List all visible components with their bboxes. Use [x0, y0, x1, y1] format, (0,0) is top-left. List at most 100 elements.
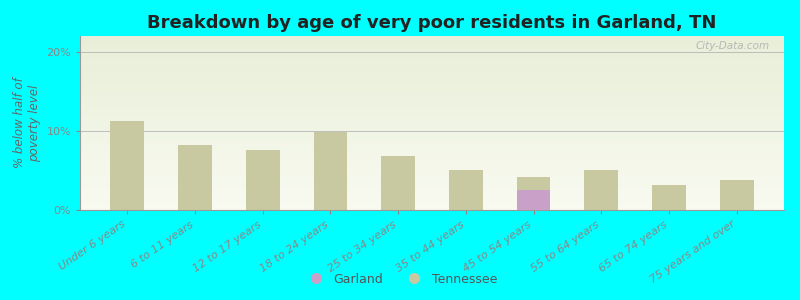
Bar — [720, 180, 754, 210]
Bar — [80, 112, 784, 114]
Bar — [80, 52, 784, 53]
Bar — [80, 170, 784, 172]
Bar — [80, 99, 784, 100]
Bar — [80, 135, 784, 137]
Bar — [80, 102, 784, 104]
Bar — [80, 88, 784, 90]
Bar — [80, 128, 784, 130]
Bar — [652, 185, 686, 210]
Bar — [80, 40, 784, 41]
Bar — [80, 95, 784, 97]
Bar — [80, 104, 784, 106]
Bar — [80, 60, 784, 62]
Bar — [80, 208, 784, 210]
Bar — [80, 36, 784, 38]
Bar — [246, 150, 280, 210]
Bar — [80, 161, 784, 163]
Bar — [80, 38, 784, 40]
Bar — [80, 71, 784, 73]
Bar — [80, 114, 784, 116]
Bar — [80, 168, 784, 170]
Bar — [80, 107, 784, 109]
Bar — [80, 196, 784, 198]
Bar — [80, 121, 784, 123]
Bar — [80, 118, 784, 119]
Bar — [80, 184, 784, 186]
Bar — [80, 179, 784, 180]
Bar — [80, 189, 784, 191]
Bar — [382, 156, 415, 210]
Bar — [80, 163, 784, 165]
Bar — [80, 45, 784, 46]
Bar — [80, 90, 784, 92]
Bar — [80, 119, 784, 121]
Bar — [80, 100, 784, 102]
Bar — [80, 57, 784, 58]
Bar — [80, 55, 784, 57]
Bar — [80, 134, 784, 135]
Bar — [80, 200, 784, 201]
Bar — [80, 201, 784, 203]
Bar — [80, 191, 784, 193]
Bar — [80, 146, 784, 147]
Bar — [80, 116, 784, 118]
Bar — [80, 62, 784, 64]
Bar — [80, 147, 784, 149]
Bar — [110, 122, 144, 210]
Bar — [80, 158, 784, 160]
Bar — [80, 123, 784, 125]
Bar — [80, 74, 784, 76]
Bar — [80, 198, 784, 200]
Bar — [80, 85, 784, 86]
Bar — [80, 139, 784, 140]
Bar — [80, 111, 784, 112]
Bar — [80, 69, 784, 71]
Bar — [584, 170, 618, 210]
Text: City-Data.com: City-Data.com — [696, 41, 770, 51]
Bar — [80, 125, 784, 127]
Bar — [80, 177, 784, 179]
Bar — [80, 66, 784, 67]
Bar — [80, 180, 784, 182]
Bar — [80, 132, 784, 134]
Bar — [314, 133, 347, 210]
Bar — [80, 205, 784, 206]
Bar — [178, 145, 212, 210]
Bar — [80, 83, 784, 85]
Bar — [80, 58, 784, 60]
Bar — [80, 67, 784, 69]
Bar — [80, 130, 784, 132]
Bar — [80, 80, 784, 81]
Bar — [80, 182, 784, 184]
Bar — [80, 106, 784, 107]
Bar — [80, 73, 784, 74]
Bar — [80, 64, 784, 66]
Bar — [80, 140, 784, 142]
Bar — [80, 41, 784, 43]
Bar — [80, 97, 784, 99]
Bar — [80, 206, 784, 208]
Title: Breakdown by age of very poor residents in Garland, TN: Breakdown by age of very poor residents … — [147, 14, 717, 32]
Bar — [80, 154, 784, 156]
Bar — [80, 173, 784, 175]
Bar — [80, 92, 784, 93]
Bar — [80, 194, 784, 196]
Bar — [80, 43, 784, 45]
Bar — [80, 175, 784, 177]
Bar — [80, 203, 784, 205]
Bar — [80, 50, 784, 52]
Bar — [80, 193, 784, 194]
Bar — [80, 81, 784, 83]
Legend: Garland, Tennessee: Garland, Tennessee — [298, 268, 502, 291]
Bar — [80, 172, 784, 173]
Bar — [449, 170, 482, 210]
Bar — [80, 186, 784, 188]
Bar — [80, 144, 784, 146]
Bar — [80, 151, 784, 153]
Bar — [80, 53, 784, 55]
Bar — [80, 137, 784, 139]
Bar — [80, 149, 784, 151]
Bar — [517, 190, 550, 210]
Bar — [80, 142, 784, 144]
Bar — [80, 93, 784, 95]
